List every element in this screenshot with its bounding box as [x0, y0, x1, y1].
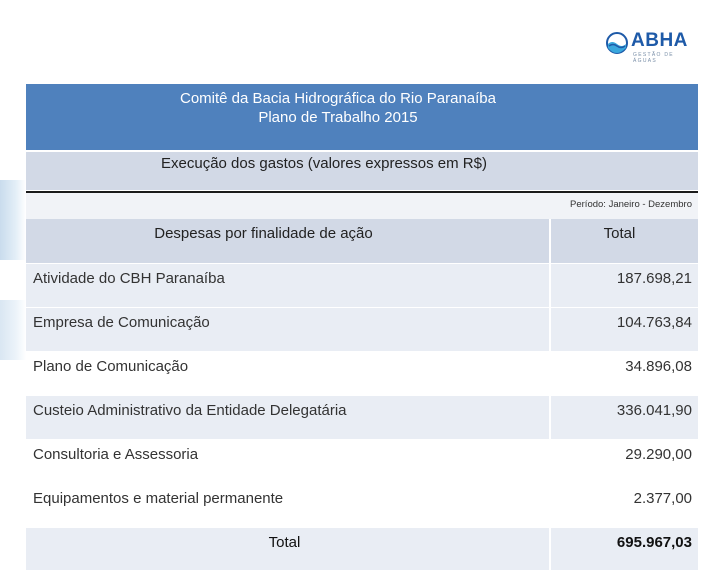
logo-text: ABHA [631, 30, 688, 51]
plan-title: Plano de Trabalho 2015 [258, 109, 418, 126]
subtitle-band: Execução dos gastos (valores expressos e… [26, 151, 698, 190]
side-decoration [0, 180, 26, 260]
row-label: Equipamentos e material permanente [26, 483, 550, 528]
abha-logo: ABHA GESTÃO DE ÁGUAS [606, 30, 690, 64]
total-value: 695.967,03 [549, 527, 698, 571]
table-row: Plano de Comunicação 34.896,08 [26, 351, 698, 396]
row-label: Plano de Comunicação [26, 351, 550, 396]
table-row: Custeio Administrativo da Entidade Deleg… [26, 395, 698, 440]
side-decoration [0, 300, 26, 360]
row-label: Custeio Administrativo da Entidade Deleg… [26, 395, 550, 440]
period-bar: Período: Janeiro - Dezembro [26, 191, 698, 221]
table-row: Consultoria e Assessoria 29.290,00 [26, 439, 698, 484]
logo-tagline: GESTÃO DE ÁGUAS [633, 52, 674, 64]
row-value: 336.041,90 [549, 395, 698, 440]
row-label: Consultoria e Assessoria [26, 439, 550, 484]
expenses-table: Despesas por finalidade de ação Total At… [26, 219, 698, 571]
committee-title: Comitê da Bacia Hidrográfica do Rio Para… [179, 90, 496, 107]
subtitle: Execução dos gastos (valores expressos e… [161, 155, 487, 172]
row-value: 2.377,00 [549, 483, 698, 528]
row-label: Atividade do CBH Paranaíba [26, 263, 550, 308]
table-row: Empresa de Comunicação 104.763,84 [26, 307, 698, 352]
period-label: Período: Janeiro - Dezembro [570, 199, 692, 210]
row-label: Empresa de Comunicação [26, 307, 550, 352]
table-header-row: Despesas por finalidade de ação Total [26, 219, 698, 264]
row-value: 104.763,84 [549, 307, 698, 352]
table-row: Equipamentos e material permanente 2.377… [26, 483, 698, 528]
column-header-total: Total [549, 219, 698, 264]
total-row: Total 695.967,03 [26, 527, 698, 571]
row-value: 34.896,08 [549, 351, 698, 396]
water-drop-icon [606, 32, 628, 54]
column-header-label: Despesas por finalidade de ação [26, 219, 550, 264]
table-row: Atividade do CBH Paranaíba 187.698,21 [26, 263, 698, 308]
title-band: Comitê da Bacia Hidrográfica do Rio Para… [26, 84, 698, 150]
row-value: 187.698,21 [549, 263, 698, 308]
row-value: 29.290,00 [549, 439, 698, 484]
total-label: Total [26, 527, 550, 571]
